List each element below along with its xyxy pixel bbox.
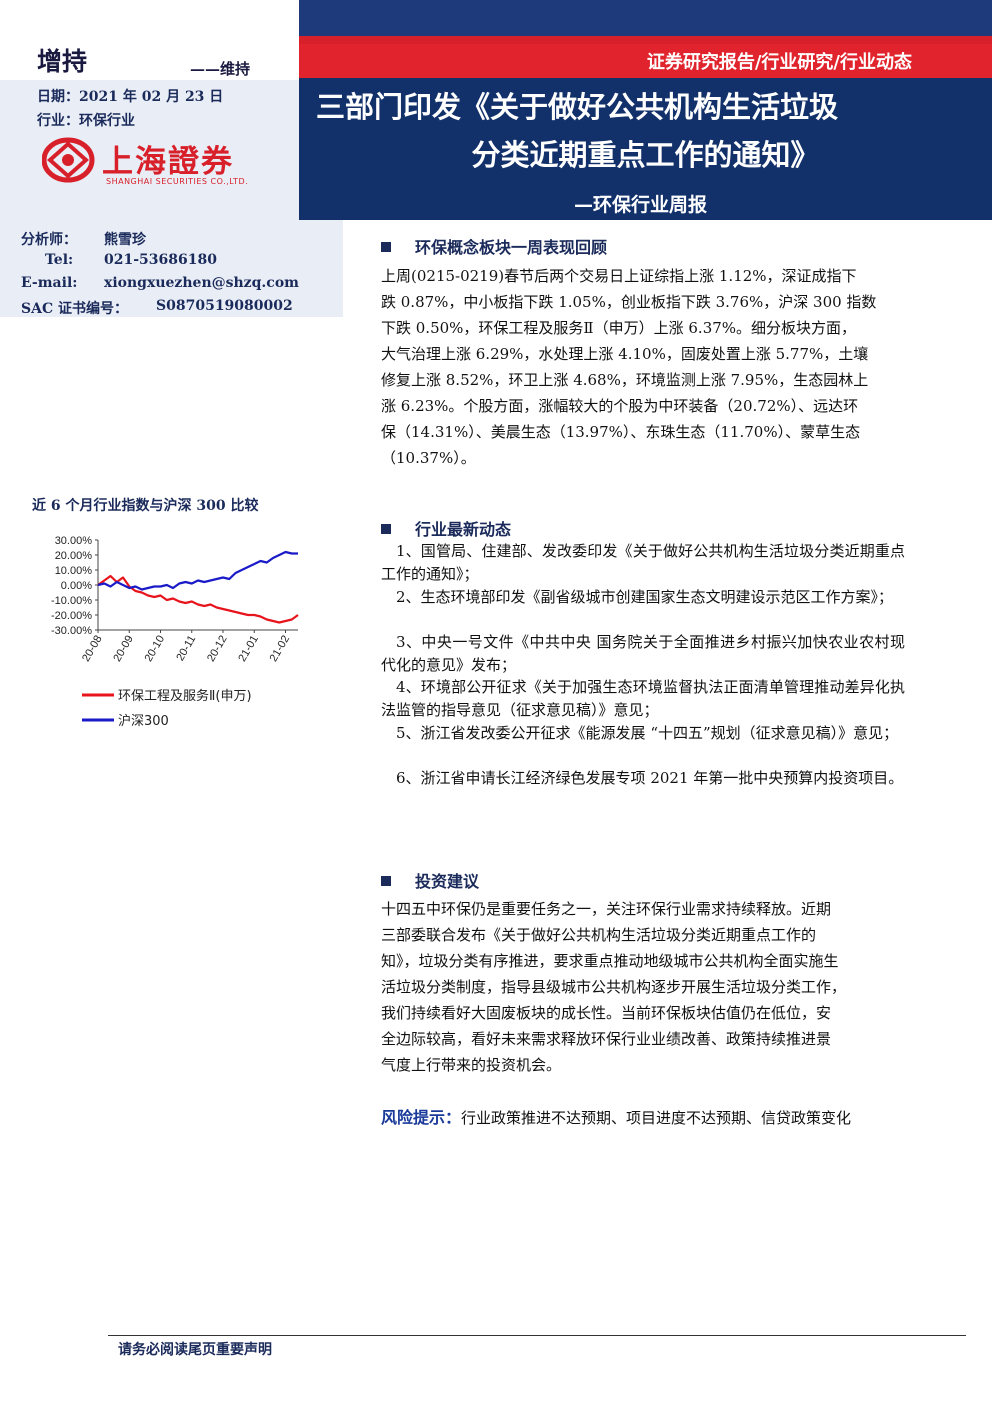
review-line: 上周(0215-0219)春节后两个交易日上证综指上涨 1.12%，深证成指下: [381, 267, 857, 285]
title-panel-top: [299, 0, 992, 36]
invest-line: 十四五中环保仍是重要任务之一，关注环保行业需求持续释放。近期: [381, 900, 832, 918]
review-line: 跌 0.87%，中小板指下跌 1.05%，创业板指下跌 3.76%，沪深 300…: [381, 293, 877, 311]
report-date: 日期：2021 年 02 月 23 日: [37, 89, 224, 105]
footer-disclaimer: 请务必阅读尾页重要声明: [118, 1342, 272, 1358]
x-tick-label: 20-09: [111, 634, 135, 664]
review-line: 涨 6.23%。个股方面，涨幅较大的个股为中环装备（20.72%）、远达环: [381, 397, 859, 415]
rating-change: ——维持: [190, 60, 251, 78]
analyst-name-label: 分析师：: [21, 232, 77, 248]
invest-line: 知》，垃圾分类有序推进，要求重点推动地级城市公共机构全面实施生: [381, 952, 839, 970]
invest-line: 我们持续看好大固废板块的成长性。当前环保板块估值仍在低位，安: [381, 1004, 832, 1022]
footer-divider: [108, 1335, 966, 1336]
news-item: 3、中央一号文件《中共中央 国务院关于全面推进乡村振兴加快农业农村现代化的意见》…: [381, 633, 905, 674]
x-tick-label: 21-02: [268, 634, 292, 664]
x-tick-label: 20-12: [205, 634, 229, 664]
invest-line: 全边际较高，看好未来需求释放环保行业业绩改善、政策持续推进景: [381, 1030, 832, 1048]
company-logo: 上海證券 SHANGHAI SECURITIES CO.,LTD.: [41, 136, 282, 192]
section-review-text: 上周(0215-0219)春节后两个交易日上证综指上涨 1.12%，深证成指下 …: [381, 263, 905, 471]
chart-title: 近 6 个月行业指数与沪深 300 比较: [32, 498, 259, 514]
review-line: 修复上涨 8.52%，环卫上涨 4.68%，环境监测上涨 7.95%，生态园林上: [381, 371, 869, 389]
x-tick-label: 20-08: [80, 634, 104, 664]
report-title-line1: 三部门印发《关于做好公共机构生活垃圾: [316, 90, 839, 124]
y-tick-label: -20.00%: [51, 610, 92, 622]
legend-label: 沪深300: [118, 713, 169, 729]
analyst-box: [0, 220, 343, 317]
bullet-square-icon: [381, 875, 391, 886]
rating: 增持: [37, 47, 88, 76]
section-invest-title: 投资建议: [415, 872, 480, 891]
risk-label: 风险提示：: [381, 1108, 462, 1127]
y-tick-label: 30.00%: [55, 535, 93, 547]
risk-text: 行业政策推进不达预期、项目进度不达预期、信贷政策变化: [461, 1109, 852, 1127]
report-type: 证券研究报告/行业研究/行业动态: [646, 52, 912, 73]
logo-name-cn: 上海證券: [102, 144, 234, 180]
review-line: （10.37%）。: [381, 449, 476, 467]
y-tick-label: -30.00%: [51, 625, 92, 637]
bullet-square-icon: [381, 241, 391, 252]
review-line: 大气治理上涨 6.29%，水处理上涨 4.10%，固废处置上涨 5.77%，土壤: [381, 345, 869, 363]
analyst-email: xiongxuezhen@shzq.com: [104, 275, 299, 291]
analyst-sac: S0870519080002: [156, 298, 293, 314]
risk-note: 风险提示：行业政策推进不达预期、项目进度不达预期、信贷政策变化: [381, 1105, 905, 1131]
news-item: 2、生态环境部印发《副省级城市创建国家生态文明建设示范区工作方案》；: [396, 588, 894, 606]
y-tick-label: 10.00%: [55, 565, 93, 577]
section-review-title: 环保概念板块一周表现回顾: [415, 238, 608, 257]
y-tick-label: 0.00%: [61, 580, 92, 592]
logo-name-en: SHANGHAI SECURITIES CO.,LTD.: [106, 177, 249, 186]
analyst-tel-label: Tel:: [45, 252, 74, 268]
series-line: [97, 550, 298, 591]
section-review-heading: 环保概念板块一周表现回顾: [381, 234, 607, 258]
invest-line: 活垃圾分类制度，指导县级城市公共机构逐步开展生活垃圾分类工作，: [381, 978, 847, 996]
section-news-title: 行业最新动态: [415, 520, 512, 539]
analyst-name: 熊雪珍: [104, 232, 146, 248]
review-line: 下跌 0.50%，环保工程及服务Ⅱ（申万）上涨 6.37%。细分板块方面，: [381, 319, 857, 337]
y-tick-label: 20.00%: [55, 550, 93, 562]
section-invest-text: 十四五中环保仍是重要任务之一，关注环保行业需求持续释放。近期 三部委联合发布《关…: [381, 896, 905, 1078]
invest-line: 三部委联合发布《关于做好公共机构生活垃圾分类近期重点工作的: [381, 926, 817, 944]
analyst-email-label: E-mail:: [21, 275, 78, 291]
news-item: 6、浙江省申请长江经济绿色发展专项 2021 年第一批中央预算内投资项目。: [396, 769, 904, 787]
analyst-sac-label: SAC 证书编号：: [21, 301, 128, 317]
report-industry: 行业：环保行业: [37, 113, 135, 129]
news-item: 1、国管局、住建部、发改委印发《关于做好公共机构生活垃圾分类近期重点工作的通知》…: [381, 542, 905, 583]
x-tick-label: 20-10: [143, 634, 167, 664]
red-divider: [299, 36, 992, 44]
y-tick-label: -10.00%: [51, 595, 92, 607]
comparison-chart: 30.00% 20.00% 10.00% 0.00% -10.00% -20.00% -30…: [51, 535, 299, 729]
report-subtitle: —环保行业周报: [574, 194, 708, 216]
invest-line: 气度上行带来的投资机会。: [381, 1056, 562, 1074]
bullet-square-icon: [381, 523, 391, 534]
logo-emblem-icon: [41, 137, 95, 183]
x-tick-label: 21-01: [236, 634, 260, 664]
x-tick-label: 20-11: [174, 634, 198, 664]
analyst-tel: 021-53686180: [104, 252, 217, 268]
legend-label: 环保工程及服务Ⅱ(申万): [118, 688, 252, 704]
news-item: 5、浙江省发改委公开征求《能源发展 “十四五”规划（征求意见稿）》意见；: [396, 724, 899, 742]
section-invest-heading: 投资建议: [381, 868, 479, 892]
review-line: 保（14.31%）、美晨生态（13.97%）、东珠生态（11.70%）、蒙草生态: [381, 423, 861, 441]
report-type-band: [299, 44, 992, 78]
section-news-heading: 行业最新动态: [381, 516, 511, 540]
report-title-line2: 分类近期重点工作的通知》: [471, 138, 820, 172]
series-line: [97, 574, 299, 624]
news-item: 4、环境部公开征求《关于加强生态环境监督执法正面清单管理推动差异化执法监管的指导…: [381, 678, 905, 719]
